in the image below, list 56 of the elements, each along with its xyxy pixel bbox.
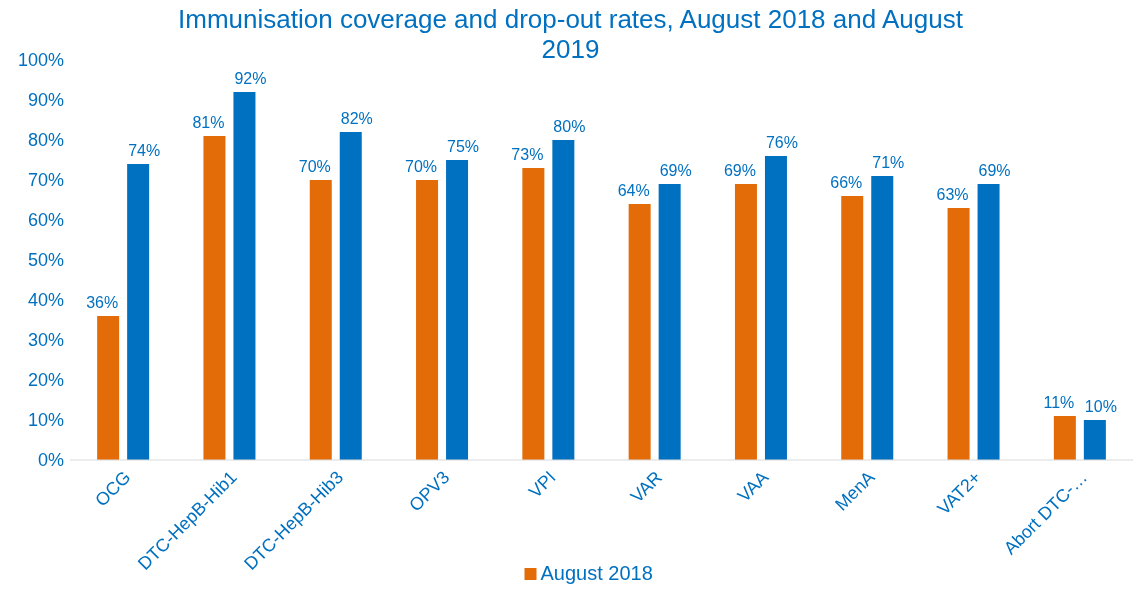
- y-tick-label: 70%: [27, 170, 64, 191]
- data-label: 73%: [511, 146, 544, 163]
- y-tick-label: 60%: [27, 210, 64, 231]
- y-tick-label: 100%: [17, 50, 64, 71]
- bar: [446, 160, 469, 460]
- bar: [734, 184, 757, 460]
- bar: [339, 132, 362, 460]
- y-tick-label: 20%: [27, 370, 64, 391]
- bar: [764, 156, 787, 460]
- y-tick-label: 0%: [37, 450, 64, 471]
- y-tick-label: 50%: [27, 250, 64, 271]
- bar: [871, 176, 894, 460]
- x-tick-label: VPI: [524, 467, 560, 502]
- data-label: 82%: [340, 110, 373, 127]
- bar: [127, 164, 150, 460]
- data-label: 66%: [830, 174, 863, 191]
- data-label: 75%: [447, 138, 480, 155]
- y-tick-label: 90%: [27, 90, 64, 111]
- x-tick-label: VAR: [626, 467, 666, 507]
- bar: [1083, 420, 1106, 460]
- bar: [522, 168, 545, 460]
- bar: [1053, 416, 1076, 460]
- y-tick-label: 10%: [27, 410, 64, 431]
- data-label: 64%: [617, 182, 650, 199]
- bar: [841, 196, 864, 460]
- y-tick-label: 40%: [27, 290, 64, 311]
- bar: [97, 316, 120, 460]
- legend-label: August 2018: [540, 562, 653, 584]
- data-label: 70%: [405, 158, 438, 175]
- y-tick-label: 30%: [27, 330, 64, 351]
- y-tick-label: 80%: [27, 130, 64, 151]
- bar: [309, 180, 332, 460]
- data-label: 69%: [659, 162, 692, 179]
- data-label: 63%: [936, 186, 969, 203]
- x-tick-label: VAA: [733, 467, 773, 506]
- bar: [552, 140, 575, 460]
- bar: [628, 204, 651, 460]
- bar: [658, 184, 681, 460]
- data-label: 80%: [553, 118, 586, 135]
- data-label: 69%: [723, 162, 756, 179]
- data-label: 81%: [192, 114, 225, 131]
- data-label: 71%: [872, 154, 905, 171]
- bar: [203, 136, 226, 460]
- data-label: 10%: [1084, 398, 1117, 415]
- data-label: 76%: [765, 134, 798, 151]
- data-label: 69%: [978, 162, 1011, 179]
- bar: [233, 92, 256, 460]
- bar: [947, 208, 970, 460]
- bar: [977, 184, 1000, 460]
- data-label: 70%: [298, 158, 331, 175]
- data-label: 11%: [1043, 394, 1075, 411]
- data-label: 74%: [128, 142, 161, 159]
- bar: [416, 180, 439, 460]
- chart-title: Immunisation coverage and drop-out rates, August 2018 and August 2019: [178, 4, 964, 64]
- data-label: 36%: [86, 294, 119, 311]
- data-label: 92%: [234, 70, 267, 87]
